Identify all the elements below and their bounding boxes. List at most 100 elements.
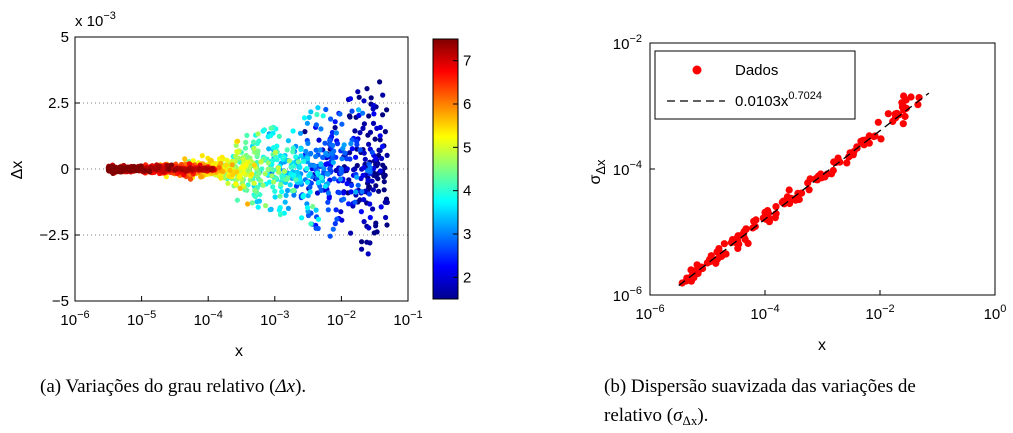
left-data-point <box>254 173 261 179</box>
left-data-point <box>297 176 303 182</box>
left-data-point <box>256 138 262 144</box>
left-data-point <box>370 102 376 108</box>
left-data-point <box>270 158 276 164</box>
left-data-point <box>234 197 240 203</box>
right-data-point <box>687 266 695 274</box>
left-data-point <box>352 128 358 134</box>
left-data-point <box>233 142 239 148</box>
left-data-point <box>142 168 148 174</box>
left-data-point <box>307 184 313 190</box>
left-data-point <box>357 130 363 136</box>
left-caption: (a) Variações do grau relativo (Δx). <box>40 376 306 397</box>
right-fit-line-path <box>678 92 930 287</box>
right-data-point <box>860 141 868 149</box>
left-data-point <box>323 161 329 167</box>
left-data-point <box>196 166 202 172</box>
right-data-point <box>715 245 723 253</box>
left-data-point <box>270 184 276 190</box>
right-caption-line2: relativo (σΔx). <box>604 405 708 428</box>
left-data-point <box>306 114 312 120</box>
left-data-point <box>344 166 350 172</box>
left-x-axis-label: x <box>235 343 243 360</box>
left-data-point <box>373 174 379 180</box>
left-data-point <box>305 155 311 161</box>
right-fit-line <box>678 92 930 287</box>
left-data-point <box>303 148 309 154</box>
left-data-point <box>327 233 333 239</box>
left-data-point <box>304 166 310 172</box>
left-data-point <box>355 182 361 188</box>
left-data-point <box>349 108 355 114</box>
left-data-point <box>304 205 311 211</box>
left-data-point <box>216 165 222 171</box>
left-data-point <box>317 147 323 153</box>
colorbar-tick-label: 2 <box>463 269 471 286</box>
left-data-point <box>341 196 347 202</box>
left-data-point <box>237 185 243 191</box>
left-data-point <box>267 207 273 213</box>
left-data-point <box>377 168 384 174</box>
left-data-point <box>359 189 365 195</box>
left-data-point <box>255 204 261 210</box>
left-data-point <box>374 229 380 235</box>
left-data-point <box>258 178 264 184</box>
left-data-point <box>348 141 354 147</box>
left-data-point <box>325 199 331 205</box>
left-data-point <box>254 199 260 205</box>
left-data-point <box>305 140 311 146</box>
left-data-point <box>285 187 291 194</box>
left-data-point <box>323 106 329 113</box>
left-data-point <box>258 159 264 165</box>
left-y-multiplier: x 10−3 <box>75 10 116 30</box>
left-data-point <box>146 169 153 175</box>
left-data-point <box>325 171 331 177</box>
left-data-point <box>377 79 383 85</box>
left-data-point <box>241 157 247 163</box>
left-data-point <box>301 193 307 199</box>
left-data-point <box>125 164 131 170</box>
left-data-point <box>186 166 192 172</box>
left-data-point <box>265 166 271 172</box>
left-data-point <box>359 239 365 245</box>
left-x-tick-label: 10−6 <box>60 309 89 329</box>
right-x-tick-label: 10−4 <box>750 303 779 323</box>
left-data-point <box>365 177 371 183</box>
left-data-point <box>336 190 342 196</box>
left-data-point <box>315 105 321 111</box>
left-data-point <box>233 153 239 159</box>
left-data-point <box>318 175 325 181</box>
left-data-point <box>361 121 367 127</box>
left-data-point <box>168 162 175 168</box>
left-data-point <box>344 156 350 162</box>
left-data-point <box>304 179 311 185</box>
left-data-point <box>280 154 286 160</box>
right-data-point <box>827 170 836 178</box>
left-data-point <box>359 246 365 252</box>
left-y-axis-label: Δx <box>9 161 26 180</box>
right-x-tick-label: 100 <box>984 303 1007 323</box>
left-data-point <box>361 197 367 203</box>
left-data-point <box>219 154 225 160</box>
left-data-point <box>332 125 338 131</box>
left-data-point <box>155 165 161 171</box>
left-chart: 5 2.5 0 −2.5 −5 10−6 10−5 10−4 10−3 10−2 10−1 x 1… <box>9 10 471 397</box>
left-data-point <box>295 159 301 165</box>
left-data-point <box>307 189 313 195</box>
left-data-point <box>352 199 358 205</box>
left-data-point <box>313 122 319 128</box>
right-data-point <box>843 159 851 167</box>
left-data-point <box>328 116 334 122</box>
left-data-point <box>384 152 390 158</box>
left-y-tick-label: 0 <box>61 161 69 178</box>
left-data-point <box>375 161 381 167</box>
left-data-point <box>218 175 224 181</box>
left-data-point <box>259 166 265 172</box>
left-data-point <box>238 165 245 171</box>
left-data-point <box>329 129 335 136</box>
colorbar-tick-label: 6 <box>463 96 471 113</box>
right-caption-line1: (b) Dispersão suavizada das variações de <box>604 376 916 397</box>
left-data-point <box>299 215 305 221</box>
left-data-point <box>331 176 337 182</box>
left-data-point <box>315 225 321 232</box>
left-data-point <box>111 164 117 170</box>
